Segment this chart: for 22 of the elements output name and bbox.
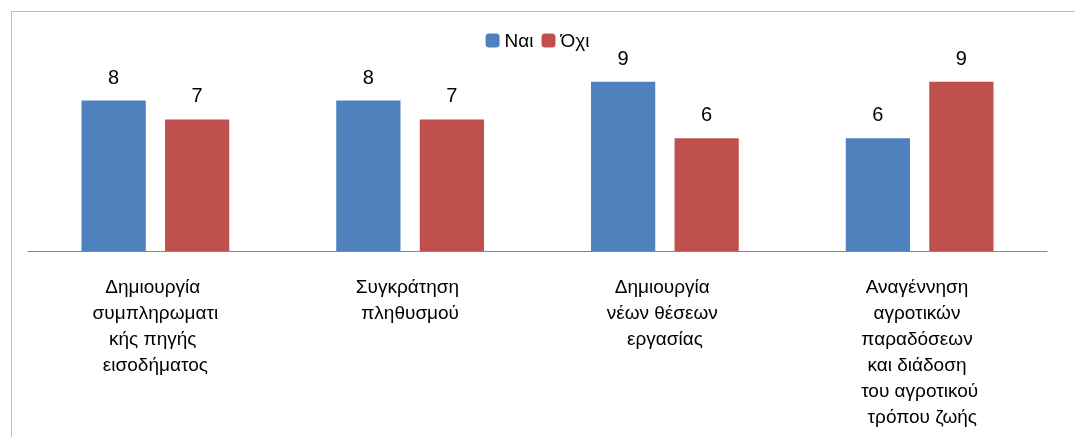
bar — [336, 100, 401, 251]
data-label: 6 — [701, 103, 713, 126]
data-label: 9 — [617, 46, 629, 69]
x-tick-label: Δημιουργία νέων θέσεων εργασίας — [606, 275, 724, 349]
bar — [591, 81, 656, 251]
bar — [674, 138, 739, 251]
legend-label: Όχι — [559, 30, 590, 51]
bar — [845, 138, 910, 251]
data-label: 6 — [872, 103, 884, 126]
data-label: 8 — [362, 65, 374, 88]
bar — [929, 81, 994, 251]
data-label: 7 — [191, 84, 203, 107]
legend-label: Ναι — [504, 30, 534, 51]
data-label: 8 — [108, 65, 120, 88]
x-tick-label: Συγκράτηση πληθυσμού — [355, 275, 465, 323]
bar — [81, 100, 146, 251]
bar — [419, 119, 484, 251]
data-label: 9 — [955, 46, 967, 69]
x-tick-label: Αναγέννηση αγροτικών παραδόσεων και διάδοση του αγροτικού τρόπου ζωής — [861, 275, 979, 427]
bar — [165, 119, 230, 251]
x-tick-label: Δημιουργία συμπληρωματικής πηγής εισοδήματος — [92, 275, 219, 375]
data-label: 7 — [446, 84, 458, 107]
